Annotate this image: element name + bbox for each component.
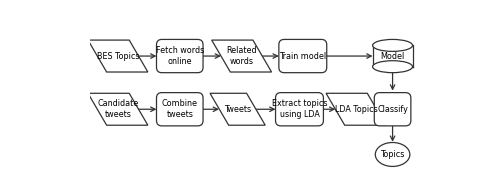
FancyBboxPatch shape [156, 40, 203, 73]
Ellipse shape [372, 40, 412, 51]
Ellipse shape [372, 61, 412, 73]
FancyBboxPatch shape [279, 40, 326, 73]
Text: Combine
tweets: Combine tweets [162, 99, 198, 120]
Bar [372, 45, 412, 67]
Text: LDA Topics: LDA Topics [334, 105, 378, 114]
Ellipse shape [376, 142, 410, 166]
Text: BES Topics: BES Topics [96, 51, 139, 61]
Text: Model: Model [380, 51, 404, 61]
Text: Related
words: Related words [226, 46, 257, 66]
Polygon shape [212, 40, 272, 72]
Polygon shape [210, 93, 265, 125]
Text: Extract topics
using LDA: Extract topics using LDA [272, 99, 327, 120]
Text: Train model: Train model [279, 51, 326, 61]
FancyBboxPatch shape [156, 93, 203, 126]
Text: Fetch words
online: Fetch words online [156, 46, 204, 66]
FancyBboxPatch shape [276, 93, 324, 126]
Polygon shape [326, 93, 386, 125]
Polygon shape [88, 93, 148, 125]
Text: Tweets: Tweets [224, 105, 251, 114]
Polygon shape [88, 40, 148, 72]
Text: Topics: Topics [380, 150, 405, 159]
Text: Classify: Classify [377, 105, 408, 114]
FancyBboxPatch shape [374, 93, 411, 126]
Text: Candidate
tweets: Candidate tweets [98, 99, 138, 120]
